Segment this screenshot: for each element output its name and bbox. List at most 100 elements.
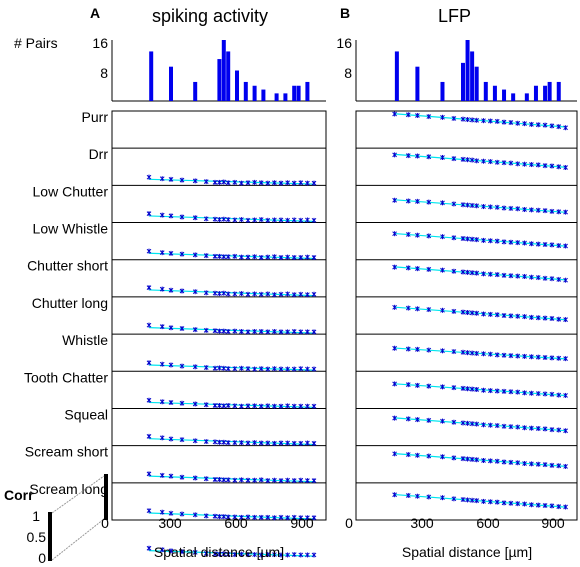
point-x-b-6-19 <box>542 355 548 360</box>
point-x-b-2-16 <box>522 207 527 212</box>
point-x-b-2-15 <box>515 206 521 212</box>
fit-line-b-3 <box>394 232 566 247</box>
point-x-b-0-21 <box>556 124 562 129</box>
point-x-b-1-12 <box>494 159 500 165</box>
hist-b-bar-9 <box>502 89 507 101</box>
point-x-b-4-8 <box>469 270 475 276</box>
point-x-b-5-7 <box>465 310 470 315</box>
panel-b-title: LFP <box>438 6 471 26</box>
point-x-b-7-10 <box>481 387 486 393</box>
point-x-b-1-4 <box>440 155 445 160</box>
point-x-b-2-3 <box>426 199 432 205</box>
point-x-a-7-5 <box>203 402 209 408</box>
point-x-a-7-2 <box>168 400 174 405</box>
point-x-a-3-19 <box>291 255 297 260</box>
point-x-b-5-8 <box>469 310 475 316</box>
hist-a-bar-14 <box>305 81 310 101</box>
point-x-a-4-16 <box>272 292 277 298</box>
point-x-b-0-17 <box>529 122 534 127</box>
point-x-a-11-22 <box>311 552 317 558</box>
point-x-b-2-7 <box>465 202 470 208</box>
point-x-a-10-19 <box>291 515 297 520</box>
point-x-b-10-8 <box>469 497 475 503</box>
point-x-b-1-10 <box>481 158 486 164</box>
point-x-a-8-8 <box>221 439 227 445</box>
hist-b-bar-6 <box>474 66 479 101</box>
point-x-a-5-6 <box>212 328 218 334</box>
point-x-a-8-18 <box>285 440 290 446</box>
point-x-a-4-19 <box>291 292 297 298</box>
point-x-a-11-5 <box>203 551 209 556</box>
point-x-b-4-6 <box>460 269 466 275</box>
point-x-b-3-16 <box>522 240 527 246</box>
point-x-a-4-8 <box>221 290 227 296</box>
point-x-a-10-15 <box>265 515 271 520</box>
panel-a-rows <box>112 147 326 558</box>
point-x-b-9-8 <box>469 457 475 462</box>
point-x-a-10-22 <box>311 515 317 521</box>
point-x-a-10-9 <box>225 514 231 520</box>
point-x-a-9-19 <box>291 478 297 483</box>
point-x-b-5-22 <box>563 317 568 322</box>
point-x-a-8-19 <box>291 441 297 446</box>
point-x-a-7-9 <box>225 403 231 408</box>
point-x-b-10-3 <box>426 494 432 500</box>
point-x-a-9-10 <box>232 477 238 483</box>
point-x-b-3-10 <box>481 238 486 243</box>
point-x-b-0-8 <box>469 117 475 123</box>
point-x-a-2-14 <box>258 217 264 222</box>
row-label-3: Low Whistle <box>33 221 109 237</box>
point-x-b-1-21 <box>556 164 562 170</box>
point-x-a-2-8 <box>221 216 227 222</box>
x-tick-a-0: 0 <box>101 515 109 531</box>
point-x-a-4-4 <box>192 289 198 295</box>
point-x-b-9-18 <box>535 461 541 467</box>
corr-label: Corr <box>4 487 34 503</box>
point-x-a-3-15 <box>265 254 271 260</box>
point-x-a-8-10 <box>232 440 238 446</box>
point-x-a-1-7 <box>217 180 222 185</box>
point-x-b-10-11 <box>488 499 493 505</box>
point-x-a-5-19 <box>291 329 297 334</box>
point-x-a-5-8 <box>221 328 227 334</box>
point-x-a-3-7 <box>217 254 222 259</box>
point-x-a-6-20 <box>298 366 304 372</box>
point-x-b-1-2 <box>415 153 420 159</box>
point-x-b-7-1 <box>405 382 411 388</box>
point-x-b-8-2 <box>415 417 420 422</box>
point-x-a-10-8 <box>221 514 227 520</box>
point-x-b-1-22 <box>563 165 568 170</box>
point-x-b-5-16 <box>522 314 527 319</box>
point-x-b-3-22 <box>563 243 568 249</box>
point-x-b-5-21 <box>556 316 562 322</box>
point-x-a-7-3 <box>179 400 185 406</box>
fit-line-b-6 <box>394 347 566 360</box>
hist-b-bar-2 <box>440 81 445 101</box>
point-x-a-6-1 <box>159 361 165 367</box>
point-x-a-4-2 <box>168 287 174 293</box>
point-x-b-2-4 <box>440 200 445 206</box>
point-x-a-5-18 <box>285 329 290 335</box>
point-x-a-9-6 <box>212 477 218 482</box>
point-x-b-3-20 <box>549 242 555 248</box>
point-x-a-6-5 <box>203 365 209 370</box>
point-x-a-11-1 <box>159 547 165 553</box>
point-x-a-5-5 <box>203 328 209 333</box>
x-tick-b-900: 900 <box>541 515 565 531</box>
point-x-a-4-9 <box>225 291 231 297</box>
point-x-a-3-3 <box>179 251 185 257</box>
point-x-b-8-0 <box>392 415 397 421</box>
point-x-b-0-16 <box>522 121 527 126</box>
point-x-a-11-17 <box>278 552 284 558</box>
fit-line-b-2 <box>394 199 566 213</box>
point-x-b-5-19 <box>542 315 548 321</box>
point-x-a-9-1 <box>159 473 165 478</box>
point-x-b-9-6 <box>460 456 466 462</box>
point-x-b-1-0 <box>392 152 397 158</box>
point-x-a-5-3 <box>179 326 185 331</box>
fit-line-b-7 <box>394 383 566 397</box>
point-x-b-4-0 <box>392 264 397 270</box>
point-x-a-7-0 <box>146 397 152 403</box>
point-x-a-3-14 <box>258 255 264 260</box>
